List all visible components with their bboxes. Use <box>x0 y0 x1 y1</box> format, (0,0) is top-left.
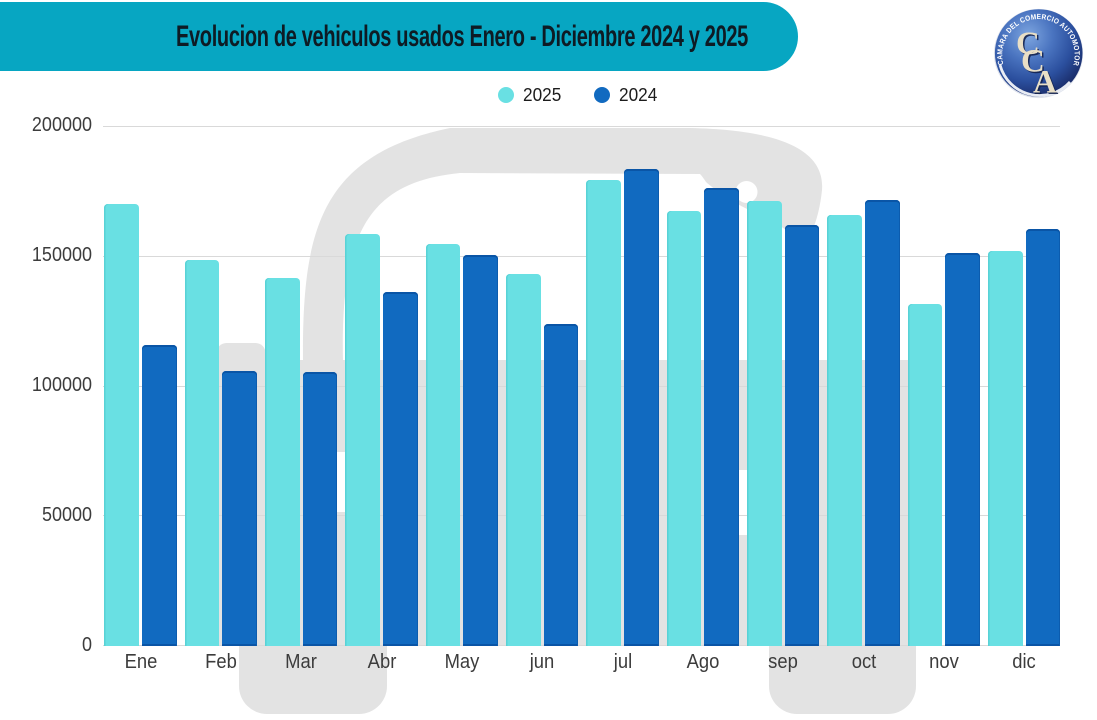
svg-text:C: C <box>1016 26 1040 62</box>
svg-text:A: A <box>1035 66 1059 101</box>
svg-text:C: C <box>1021 44 1045 80</box>
svg-text:A: A <box>1033 65 1057 101</box>
svg-text:C: C <box>1018 28 1042 64</box>
svg-text:C: C <box>1023 45 1047 81</box>
